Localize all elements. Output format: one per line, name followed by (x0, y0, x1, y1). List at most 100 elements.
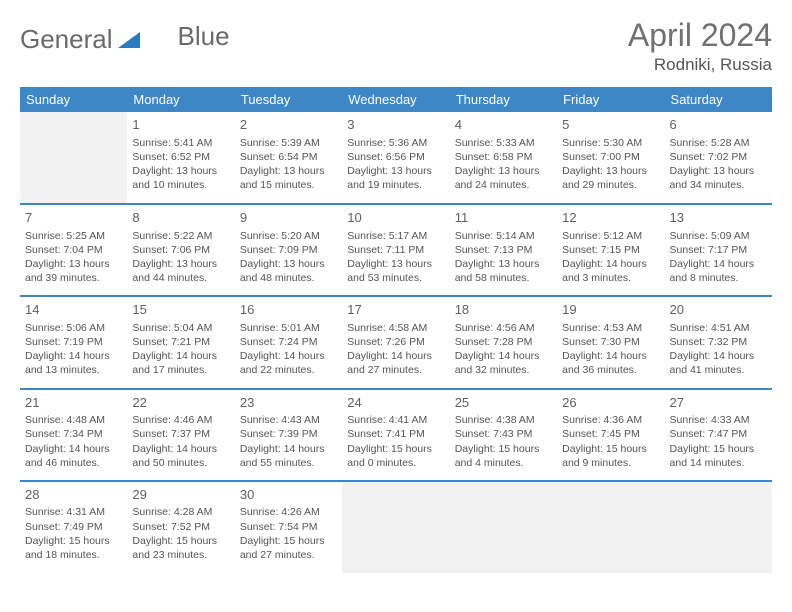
day-details: Sunrise: 4:43 AMSunset: 7:39 PMDaylight:… (240, 413, 337, 470)
day-number: 27 (670, 394, 767, 412)
daylight2-text: and 24 minutes. (455, 178, 552, 192)
calendar-row: 1Sunrise: 5:41 AMSunset: 6:52 PMDaylight… (20, 112, 772, 204)
daylight2-text: and 48 minutes. (240, 271, 337, 285)
daylight2-text: and 19 minutes. (347, 178, 444, 192)
day-number: 17 (347, 301, 444, 319)
daylight2-text: and 14 minutes. (670, 456, 767, 470)
daylight2-text: and 10 minutes. (132, 178, 229, 192)
day-details: Sunrise: 5:20 AMSunset: 7:09 PMDaylight:… (240, 229, 337, 286)
day-number: 1 (132, 116, 229, 134)
sunset-text: Sunset: 7:32 PM (670, 335, 767, 349)
daylight1-text: Daylight: 13 hours (240, 257, 337, 271)
calendar-cell: 9Sunrise: 5:20 AMSunset: 7:09 PMDaylight… (235, 204, 342, 296)
day-details: Sunrise: 4:33 AMSunset: 7:47 PMDaylight:… (670, 413, 767, 470)
day-number: 15 (132, 301, 229, 319)
sunset-text: Sunset: 7:43 PM (455, 427, 552, 441)
calendar-cell: 7Sunrise: 5:25 AMSunset: 7:04 PMDaylight… (20, 204, 127, 296)
sunrise-text: Sunrise: 5:25 AM (25, 229, 122, 243)
brand-logo: General Blue (20, 18, 230, 55)
day-number: 18 (455, 301, 552, 319)
day-number: 25 (455, 394, 552, 412)
calendar-cell: 15 Sunrise: 5:04 AMSunset: 7:21 PMDayligh… (127, 296, 234, 388)
weekday-header-row: Sunday Monday Tuesday Wednesday Thursday… (20, 87, 772, 112)
day-number: 8 (132, 209, 229, 227)
weekday-header: Friday (557, 87, 664, 112)
day-number: 6 (670, 116, 767, 134)
weekday-header: Tuesday (235, 87, 342, 112)
calendar-cell: 26Sunrise: 4:36 AMSunset: 7:45 PMDayligh… (557, 389, 664, 481)
calendar-cell: 12Sunrise: 5:12 AMSunset: 7:15 PMDayligh… (557, 204, 664, 296)
calendar-cell: 16Sunrise: 5:01 AMSunset: 7:24 PMDayligh… (235, 296, 342, 388)
daylight2-text: and 0 minutes. (347, 456, 444, 470)
daylight1-text: Daylight: 13 hours (455, 164, 552, 178)
calendar-cell: 25Sunrise: 4:38 AMSunset: 7:43 PMDayligh… (450, 389, 557, 481)
sunrise-text: Sunrise: 4:31 AM (25, 505, 122, 519)
brand-part2: Blue (178, 21, 230, 52)
sunrise-text: Sunrise: 5:28 AM (670, 136, 767, 150)
daylight1-text: Daylight: 15 hours (132, 534, 229, 548)
title-block: April 2024 Rodniki, Russia (628, 18, 772, 75)
calendar-row: 14 Sunrise: 5:06 AMSunset: 7:19 PMDayligh… (20, 296, 772, 388)
sunset-text: Sunset: 7:24 PM (240, 335, 337, 349)
weekday-header: Sunday (20, 87, 127, 112)
sunrise-text: Sunrise: 4:26 AM (240, 505, 337, 519)
daylight2-text: and 44 minutes. (132, 271, 229, 285)
sunrise-text: Sunrise: 5:41 AM (132, 136, 229, 150)
day-details: Sunrise: 4:41 AMSunset: 7:41 PMDaylight:… (347, 413, 444, 470)
day-details: Sunrise: 4:51 AMSunset: 7:32 PMDaylight:… (670, 321, 767, 378)
daylight1-text: Daylight: 13 hours (240, 164, 337, 178)
sunset-text: Sunset: 7:34 PM (25, 427, 122, 441)
daylight1-text: Daylight: 15 hours (670, 442, 767, 456)
day-number: 5 (562, 116, 659, 134)
calendar-cell: 24Sunrise: 4:41 AMSunset: 7:41 PMDayligh… (342, 389, 449, 481)
daylight2-text: and 29 minutes. (562, 178, 659, 192)
calendar-cell: 21Sunrise: 4:48 AMSunset: 7:34 PMDayligh… (20, 389, 127, 481)
sunset-text: Sunset: 7:21 PM (132, 335, 229, 349)
month-title: April 2024 (628, 18, 772, 53)
sunset-text: Sunset: 7:54 PM (240, 520, 337, 534)
calendar-cell: 19Sunrise: 4:53 AMSunset: 7:30 PMDayligh… (557, 296, 664, 388)
calendar-cell: 13Sunrise: 5:09 AMSunset: 7:17 PMDayligh… (665, 204, 772, 296)
calendar-cell: 11Sunrise: 5:14 AMSunset: 7:13 PMDayligh… (450, 204, 557, 296)
calendar-row: 21Sunrise: 4:48 AMSunset: 7:34 PMDayligh… (20, 389, 772, 481)
daylight1-text: Daylight: 14 hours (132, 442, 229, 456)
daylight1-text: Daylight: 14 hours (240, 349, 337, 363)
day-number: 22 (132, 394, 229, 412)
day-number: 16 (240, 301, 337, 319)
daylight1-text: Daylight: 13 hours (562, 164, 659, 178)
day-details: Sunrise: 5:04 AMSunset: 7:21 PMDaylight:… (132, 321, 229, 378)
daylight2-text: and 4 minutes. (455, 456, 552, 470)
day-number: 4 (455, 116, 552, 134)
day-number: 26 (562, 394, 659, 412)
day-details: Sunrise: 5:14 AMSunset: 7:13 PMDaylight:… (455, 229, 552, 286)
weekday-header: Wednesday (342, 87, 449, 112)
day-details: Sunrise: 5:17 AMSunset: 7:11 PMDaylight:… (347, 229, 444, 286)
day-number: 14 (25, 301, 122, 319)
calendar-cell: 17Sunrise: 4:58 AMSunset: 7:26 PMDayligh… (342, 296, 449, 388)
day-number: 3 (347, 116, 444, 134)
day-details: Sunrise: 4:48 AMSunset: 7:34 PMDaylight:… (25, 413, 122, 470)
day-details: Sunrise: 5:25 AMSunset: 7:04 PMDaylight:… (25, 229, 122, 286)
brand-part1: General (20, 24, 113, 55)
sunset-text: Sunset: 7:49 PM (25, 520, 122, 534)
daylight1-text: Daylight: 14 hours (25, 442, 122, 456)
header: General Blue April 2024 Rodniki, Russia (20, 18, 772, 75)
daylight2-text: and 36 minutes. (562, 363, 659, 377)
day-details: Sunrise: 5:06 AMSunset: 7:19 PMDaylight:… (25, 321, 122, 378)
sunrise-text: Sunrise: 4:53 AM (562, 321, 659, 335)
daylight1-text: Daylight: 14 hours (132, 349, 229, 363)
daylight2-text: and 17 minutes. (132, 363, 229, 377)
daylight2-text: and 32 minutes. (455, 363, 552, 377)
weekday-header: Thursday (450, 87, 557, 112)
sunset-text: Sunset: 7:47 PM (670, 427, 767, 441)
daylight2-text: and 15 minutes. (240, 178, 337, 192)
sunrise-text: Sunrise: 4:43 AM (240, 413, 337, 427)
sunrise-text: Sunrise: 4:38 AM (455, 413, 552, 427)
daylight1-text: Daylight: 15 hours (455, 442, 552, 456)
daylight2-text: and 3 minutes. (562, 271, 659, 285)
calendar-cell: 28Sunrise: 4:31 AMSunset: 7:49 PMDayligh… (20, 481, 127, 573)
day-details: Sunrise: 4:36 AMSunset: 7:45 PMDaylight:… (562, 413, 659, 470)
sunrise-text: Sunrise: 5:12 AM (562, 229, 659, 243)
daylight1-text: Daylight: 13 hours (455, 257, 552, 271)
day-details: Sunrise: 4:31 AMSunset: 7:49 PMDaylight:… (25, 505, 122, 562)
